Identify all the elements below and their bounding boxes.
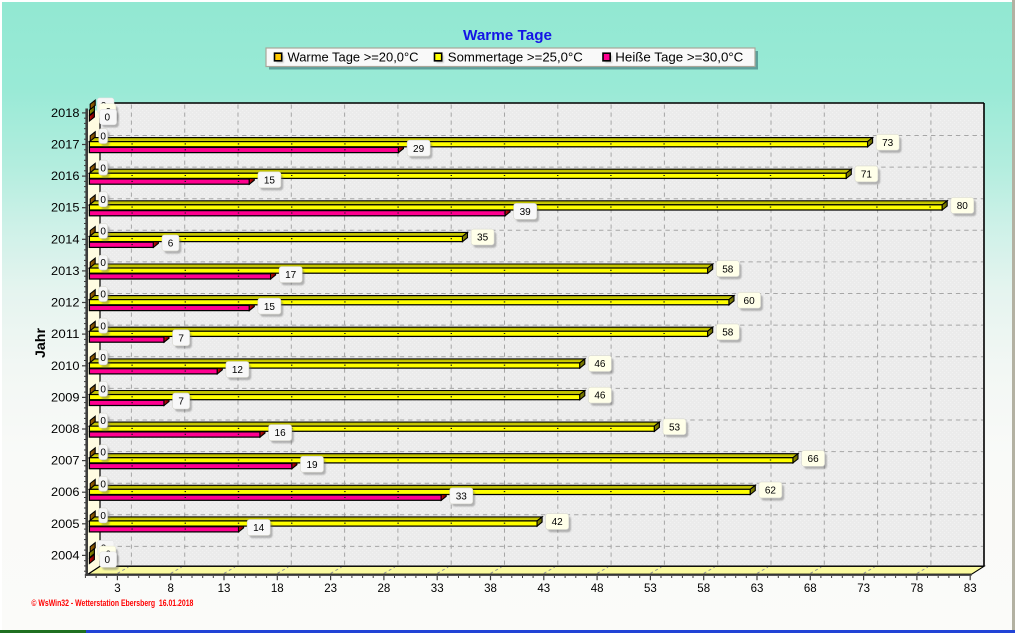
svg-text:46: 46 <box>594 359 606 370</box>
svg-text:83: 83 <box>964 583 977 595</box>
svg-text:73: 73 <box>882 138 894 149</box>
svg-text:17: 17 <box>285 270 297 281</box>
svg-text:71: 71 <box>861 170 873 181</box>
svg-text:2008: 2008 <box>51 424 80 436</box>
svg-text:0: 0 <box>100 479 106 490</box>
svg-text:80: 80 <box>957 201 969 212</box>
svg-text:33: 33 <box>456 491 468 502</box>
svg-text:7: 7 <box>178 397 184 408</box>
svg-text:16: 16 <box>275 428 287 439</box>
svg-text:2017: 2017 <box>51 140 80 152</box>
svg-text:62: 62 <box>765 486 777 497</box>
svg-text:58: 58 <box>722 264 734 275</box>
svg-text:6: 6 <box>168 239 174 250</box>
svg-text:42: 42 <box>552 517 564 528</box>
svg-text:35: 35 <box>477 233 489 244</box>
svg-text:23: 23 <box>324 583 337 595</box>
svg-text:43: 43 <box>537 583 550 595</box>
svg-text:Sommertage >=25,0°C: Sommertage >=25,0°C <box>448 51 583 65</box>
svg-text:13: 13 <box>218 583 231 595</box>
svg-text:0: 0 <box>100 195 106 206</box>
svg-text:Warme Tage >=20,0°C: Warme Tage >=20,0°C <box>288 51 419 65</box>
svg-text:2011: 2011 <box>51 329 80 341</box>
svg-text:0: 0 <box>100 416 106 427</box>
svg-text:14: 14 <box>253 523 265 534</box>
svg-text:2015: 2015 <box>51 203 80 215</box>
svg-text:0: 0 <box>100 321 106 332</box>
svg-text:46: 46 <box>594 391 606 402</box>
svg-text:58: 58 <box>722 328 734 339</box>
svg-text:0: 0 <box>105 113 111 124</box>
svg-text:48: 48 <box>591 583 604 595</box>
svg-text:0: 0 <box>100 227 106 238</box>
svg-text:19: 19 <box>306 460 318 471</box>
svg-text:28: 28 <box>378 583 391 595</box>
svg-text:38: 38 <box>484 583 497 595</box>
svg-text:53: 53 <box>644 583 657 595</box>
svg-text:33: 33 <box>431 583 444 595</box>
svg-text:0: 0 <box>100 258 106 269</box>
svg-text:0: 0 <box>100 132 106 143</box>
svg-text:2007: 2007 <box>51 456 80 468</box>
svg-text:18: 18 <box>271 583 284 595</box>
svg-text:66: 66 <box>808 454 820 465</box>
svg-text:12: 12 <box>232 365 244 376</box>
svg-text:39: 39 <box>520 207 532 218</box>
svg-text:68: 68 <box>804 583 817 595</box>
svg-text:2004: 2004 <box>51 550 80 562</box>
svg-text:58: 58 <box>697 583 710 595</box>
svg-text:2013: 2013 <box>51 266 80 278</box>
svg-text:3: 3 <box>114 583 120 595</box>
svg-text:53: 53 <box>669 422 681 433</box>
svg-text:0: 0 <box>100 385 106 396</box>
svg-text:0: 0 <box>105 555 111 566</box>
svg-text:2012: 2012 <box>51 298 80 310</box>
svg-text:29: 29 <box>413 144 425 155</box>
svg-text:60: 60 <box>744 296 756 307</box>
svg-text:2018: 2018 <box>51 108 80 120</box>
svg-text:63: 63 <box>751 583 764 595</box>
svg-text:0: 0 <box>100 353 106 364</box>
svg-text:0: 0 <box>100 290 106 301</box>
svg-text:2016: 2016 <box>51 171 80 183</box>
svg-text:0: 0 <box>100 163 106 174</box>
svg-text:2009: 2009 <box>51 392 80 404</box>
svg-text:0: 0 <box>100 511 106 522</box>
svg-text:© WsWin32 - Wetterstation Eber: © WsWin32 - Wetterstation Ebersberg 16.0… <box>31 598 193 609</box>
svg-text:2014: 2014 <box>51 234 80 246</box>
svg-text:8: 8 <box>167 583 173 595</box>
svg-text:15: 15 <box>264 302 276 313</box>
svg-text:Heiße Tage >=30,0°C: Heiße Tage >=30,0°C <box>615 51 743 65</box>
svg-text:15: 15 <box>264 175 276 186</box>
svg-text:2006: 2006 <box>51 487 80 499</box>
svg-text:Warme Tage: Warme Tage <box>463 27 552 44</box>
svg-text:7: 7 <box>178 333 184 344</box>
svg-text:2010: 2010 <box>51 361 80 373</box>
svg-text:73: 73 <box>857 583 870 595</box>
svg-text:2005: 2005 <box>51 519 80 531</box>
svg-text:Jahr: Jahr <box>32 327 48 358</box>
svg-text:78: 78 <box>911 583 924 595</box>
svg-text:0: 0 <box>100 448 106 459</box>
